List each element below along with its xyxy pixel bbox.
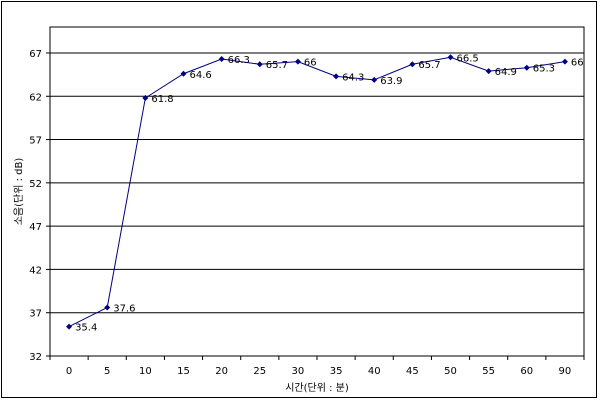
- x-axis-title: 시간(단위 : 분): [285, 381, 349, 394]
- data-point: [523, 64, 530, 71]
- x-tick-label: 50: [444, 366, 457, 377]
- x-tick-label: 5: [104, 366, 110, 377]
- x-tick-label: 0: [66, 366, 72, 377]
- x-tick-label: 15: [177, 366, 190, 377]
- series-line: [68, 56, 566, 328]
- x-tick-label: 35: [330, 366, 343, 377]
- data-label: 65.3: [533, 64, 555, 75]
- data-labels: 35.4 37.6 61.8 64.6 66.3 65.7 66 64.3 63.9 65.7 66…: [75, 53, 584, 333]
- x-tick-label: 25: [253, 366, 266, 377]
- plot-area: [49, 26, 585, 357]
- x-tick-label: 20: [215, 366, 228, 377]
- data-point: [371, 76, 378, 83]
- data-label: 65.7: [418, 60, 440, 71]
- y-tick-label: 52: [29, 179, 42, 190]
- data-label: 66.3: [228, 55, 250, 66]
- y-axis-title: 소음(단위 : dB): [12, 158, 25, 226]
- x-tick-labels: 0 5 10 15 20 25 30 35 40 45 50 55 60 90: [66, 366, 571, 377]
- data-label: 64.9: [495, 67, 517, 78]
- data-point: [294, 58, 301, 65]
- data-label: 61.8: [151, 94, 173, 105]
- data-points: [66, 54, 568, 330]
- x-tick-label: 90: [559, 366, 572, 377]
- data-point: [256, 61, 263, 68]
- x-tick-label: 40: [368, 366, 381, 377]
- data-point: [66, 323, 73, 330]
- data-label: 37.6: [113, 304, 135, 315]
- y-tick-label: 47: [29, 222, 42, 233]
- x-tick-label: 30: [292, 366, 305, 377]
- data-point: [142, 94, 149, 101]
- x-tick-label: 55: [482, 366, 495, 377]
- x-tick-label: 10: [139, 366, 152, 377]
- y-tick-labels: 32 37 42 47 52 57 62 67: [29, 49, 42, 363]
- data-label: 66: [304, 58, 317, 69]
- data-point: [218, 56, 225, 63]
- data-point: [409, 61, 416, 68]
- y-tick-label: 67: [29, 49, 42, 60]
- y-tick-label: 37: [29, 309, 42, 320]
- data-label: 63.9: [380, 76, 402, 87]
- data-point: [104, 304, 111, 311]
- data-label: 66.5: [457, 53, 479, 64]
- data-label: 35.4: [75, 323, 97, 334]
- y-tick-label: 42: [29, 265, 42, 276]
- data-point: [485, 68, 492, 75]
- data-label: 65.7: [266, 60, 288, 71]
- data-label: 66: [571, 58, 584, 69]
- data-point: [447, 54, 454, 61]
- data-point: [180, 70, 187, 77]
- y-tick-label: 57: [29, 136, 42, 147]
- y-tick-label: 62: [29, 92, 42, 103]
- gridlines: [46, 52, 585, 360]
- data-point: [561, 58, 568, 65]
- data-label: 64.3: [342, 72, 364, 83]
- data-label: 64.6: [190, 70, 212, 81]
- y-tick-label: 32: [29, 352, 42, 363]
- data-point: [333, 73, 340, 80]
- x-tick-label: 60: [520, 366, 533, 377]
- x-tick-label: 45: [406, 366, 419, 377]
